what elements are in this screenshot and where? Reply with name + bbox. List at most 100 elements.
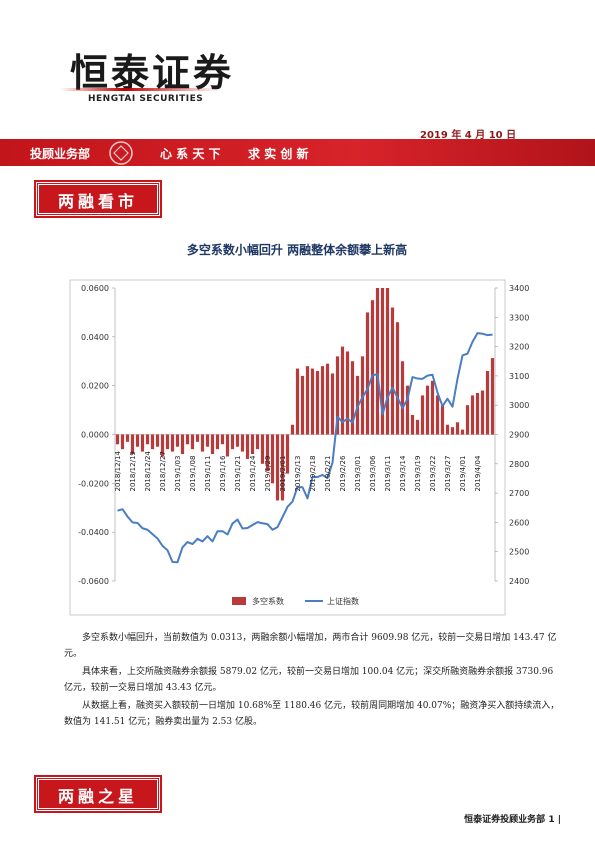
bar <box>175 434 180 447</box>
bar <box>470 395 475 435</box>
motto: 求 实 创 新 <box>248 147 309 161</box>
y2-tick-label: 3400 <box>509 284 529 293</box>
bar <box>380 288 385 435</box>
x-tick-label: 2019/3/27 <box>444 456 452 492</box>
legend-label: 多空系数 <box>252 596 284 606</box>
bar <box>325 363 330 435</box>
legend-swatch <box>232 597 246 605</box>
y2-tick-label: 3200 <box>509 343 529 352</box>
x-tick-label: 2019/3/06 <box>369 455 377 491</box>
bar <box>135 434 140 447</box>
x-tick-label: 2019/3/01 <box>354 456 362 492</box>
y-tick-label: 0.0200 <box>81 382 109 391</box>
bar <box>485 371 490 435</box>
bar <box>220 434 225 445</box>
x-tick-label: 2019/4/01 <box>459 456 467 492</box>
bar <box>385 288 390 435</box>
bar <box>215 434 220 450</box>
bar <box>230 434 235 450</box>
bar <box>125 434 130 442</box>
bar <box>340 346 345 435</box>
x-tick-label: 2018/12/27 <box>159 451 167 491</box>
x-tick-label: 2019/1/16 <box>219 455 227 491</box>
bar <box>150 434 155 450</box>
y2-tick-label: 3300 <box>509 313 529 322</box>
bar <box>400 361 405 435</box>
bar <box>350 361 355 435</box>
date: 2019 年 4 月 10 日 <box>420 130 517 141</box>
x-tick-label: 2019/2/13 <box>294 456 302 492</box>
bar <box>235 434 240 447</box>
bar <box>465 405 470 435</box>
bar <box>460 429 465 435</box>
bar <box>130 434 135 455</box>
y-tick-label: 0.0600 <box>81 284 109 293</box>
bar <box>390 307 395 435</box>
x-tick-label: 2019/2/21 <box>324 456 332 492</box>
logo: 恒泰证券 <box>70 51 235 95</box>
y-tick-label: -0.0200 <box>78 479 109 488</box>
bar <box>490 358 495 435</box>
x-tick-label: 2019/3/19 <box>414 456 422 492</box>
bar <box>375 288 380 435</box>
bar <box>370 300 375 435</box>
y2-tick-label: 2900 <box>509 431 529 440</box>
department: 投顾业务部 <box>30 147 91 161</box>
x-tick-label: 2019/1/21 <box>234 456 242 492</box>
bar <box>310 368 315 435</box>
legend-label: 上证指数 <box>327 596 359 606</box>
x-tick-label: 2019/3/22 <box>429 456 437 492</box>
bar <box>315 371 320 435</box>
x-tick-label: 2019/1/24 <box>249 455 257 491</box>
bar <box>455 422 460 435</box>
x-tick-label: 2019/1/03 <box>174 456 182 492</box>
y-tick-label: -0.0400 <box>78 528 109 537</box>
bar <box>445 424 450 435</box>
logo-en: HENGTAI SECURITIES <box>88 94 204 104</box>
paragraph: 从数据上看，融资买入额较前一日增加 10.68%至 1180.46 亿元，较前周… <box>64 701 560 727</box>
bar <box>260 434 265 464</box>
bar <box>420 395 425 435</box>
x-tick-label: 2018/12/19 <box>129 451 137 491</box>
bar <box>225 434 230 457</box>
bar <box>295 368 300 435</box>
bar <box>210 434 215 455</box>
bar <box>270 434 275 484</box>
bar <box>480 390 485 435</box>
x-tick-label: 2019/3/11 <box>384 456 392 492</box>
bar <box>300 375 305 435</box>
x-tick-label: 2019/4/04 <box>474 455 482 491</box>
x-tick-label: 2019/2/01 <box>279 456 287 492</box>
y-tick-label: 0.0400 <box>81 333 109 342</box>
bar <box>255 434 260 450</box>
logo-rule <box>60 88 220 91</box>
section-tag: 两融之星 <box>34 775 162 813</box>
chart: 多空系数小幅回升 两融整体余额攀上新高 -0.0600 -0.0400 -0.020… <box>69 242 529 616</box>
bar <box>205 434 210 447</box>
bar <box>185 434 190 445</box>
bar <box>410 414 415 435</box>
x-tick-label: 2019/3/14 <box>399 455 407 491</box>
header-band: 投顾业务部 心 系 天 下 求 实 创 新 <box>0 139 595 166</box>
bar <box>180 434 185 455</box>
y2-tick-label: 3000 <box>509 401 529 410</box>
y-tick-label: -0.0600 <box>78 577 109 586</box>
x-tick-label: 2019/2/26 <box>339 455 347 491</box>
x-tick-label: 2019/1/11 <box>204 456 212 492</box>
bar <box>335 356 340 435</box>
paragraph: 多空系数小幅回升，当前数值为 0.0313，两融余额小幅增加，两市合计 9609… <box>64 633 557 659</box>
bar <box>330 373 335 435</box>
bar <box>415 419 420 435</box>
y2-tick-label: 2400 <box>509 577 529 586</box>
footer-text: 恒泰证券投顾业务部 <box>464 815 546 825</box>
bar <box>195 434 200 442</box>
bar <box>290 424 295 435</box>
page-number: 1 <box>548 815 555 825</box>
bar <box>275 434 280 501</box>
y2-tick-label: 3100 <box>509 372 529 381</box>
bar <box>160 434 165 457</box>
bar <box>120 434 125 450</box>
y2-tick-label: 2800 <box>509 460 529 469</box>
bar <box>405 385 410 435</box>
